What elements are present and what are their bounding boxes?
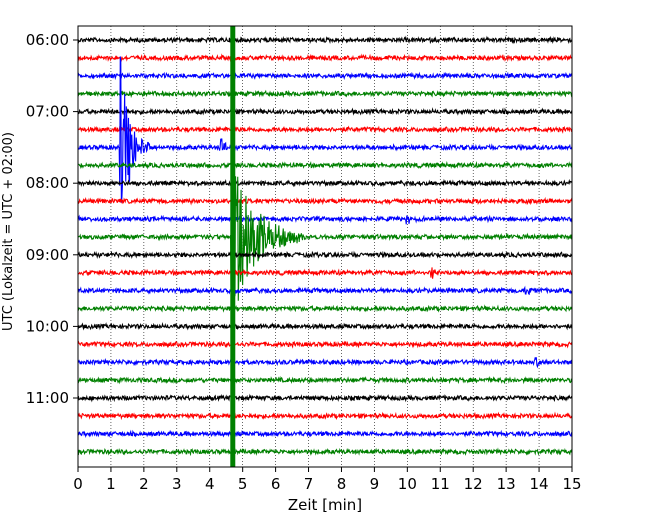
y-tick-label: 11:00	[26, 389, 69, 407]
x-tick-label: 6	[271, 475, 281, 493]
trace-0645-green	[77, 89, 573, 99]
trace-0715-red	[77, 125, 573, 134]
trace-0745-green	[77, 160, 573, 170]
x-tick-label: 14	[530, 475, 549, 493]
x-tick-label: 11	[431, 475, 450, 493]
x-tick-label: 15	[562, 475, 581, 493]
trace-1145-green	[77, 447, 573, 457]
y-ticks: 06:00 07:00 08:00 09:00 10:00 11:00	[26, 31, 78, 407]
trace-1100-black	[77, 393, 573, 403]
trace-0730-blue	[77, 56, 573, 203]
x-tick-label: 3	[172, 475, 182, 493]
trace-1030-blue	[77, 357, 573, 369]
trace-0700-black	[77, 107, 573, 116]
y-axis-title: UTC (Lokalzeit = UTC + 02:00)	[1, 132, 16, 331]
trace-0830-blue	[77, 214, 573, 225]
trace-0800-black	[77, 178, 573, 188]
x-tick-label: 2	[139, 475, 149, 493]
trace-0615-red	[77, 53, 573, 62]
trace-1130-blue	[77, 429, 573, 438]
x-ticks: 0 1 2 3 4 5 6 7 8 9 10 11 12 13 14 15	[73, 467, 582, 493]
trace-0900-black	[77, 250, 573, 260]
x-axis-title: Zeit [min]	[288, 496, 362, 514]
x-tick-label: 9	[370, 475, 380, 493]
x-tick-label: 12	[464, 475, 483, 493]
event-marker-line	[230, 26, 236, 467]
x-tick-label: 7	[304, 475, 314, 493]
trace-0945-green	[77, 304, 573, 313]
x-tick-label: 8	[337, 475, 347, 493]
x-tick-label: 5	[238, 475, 248, 493]
x-tick-label: 10	[398, 475, 417, 493]
y-tick-label: 08:00	[26, 174, 69, 192]
y-tick-label: 10:00	[26, 317, 69, 335]
y-tick-label: 06:00	[26, 31, 69, 49]
x-tick-label: 1	[106, 475, 116, 493]
trace-0630-blue	[77, 71, 573, 81]
trace-1015-red	[77, 340, 573, 349]
trace-0915-red	[77, 267, 573, 279]
x-tick-label: 4	[205, 475, 215, 493]
plot-frame	[77, 25, 573, 468]
trace-0845-green	[77, 169, 573, 302]
x-tick-label: 0	[73, 475, 83, 493]
trace-1115-red	[77, 411, 573, 421]
y-tick-label: 09:00	[26, 246, 69, 264]
x-tick-label: 13	[497, 475, 516, 493]
trace-1000-black	[77, 321, 573, 331]
event-layer	[230, 26, 236, 467]
y-tick-label: 07:00	[26, 103, 69, 121]
trace-0600-black	[77, 35, 573, 45]
trace-layer	[77, 35, 573, 457]
trace-0815-red	[77, 196, 573, 206]
trace-1045-green	[77, 375, 573, 385]
trace-0930-blue	[77, 285, 573, 296]
